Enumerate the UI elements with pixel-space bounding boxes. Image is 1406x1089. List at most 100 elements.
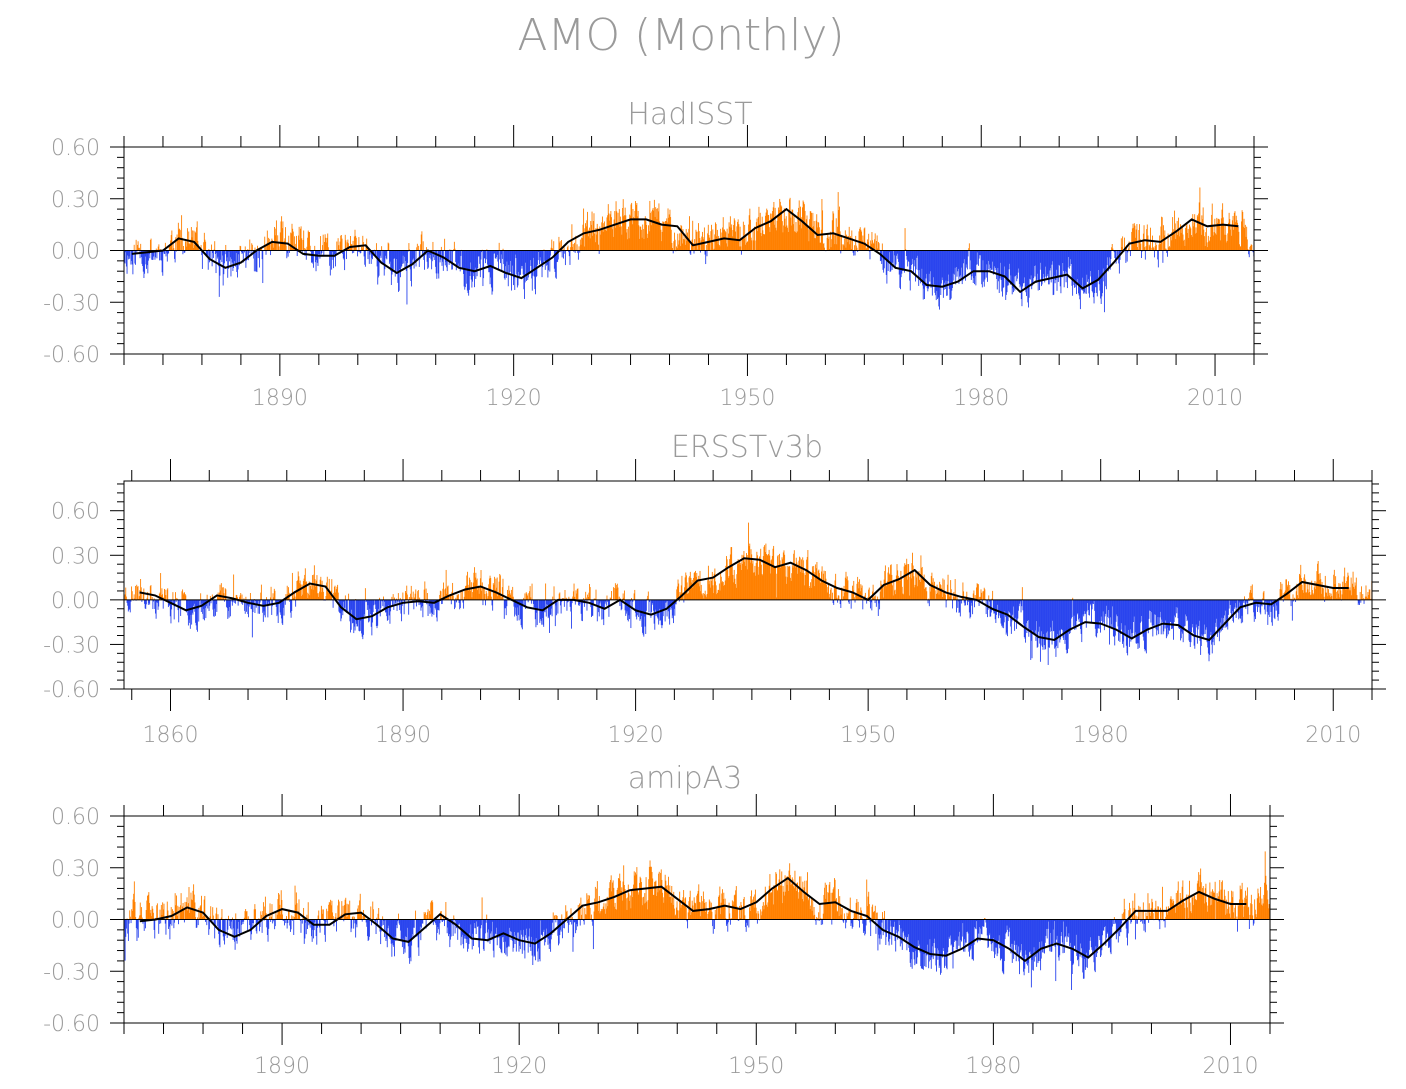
anomaly-bar bbox=[677, 244, 679, 251]
anomaly-bar bbox=[874, 599, 876, 604]
anomaly-bar bbox=[957, 599, 959, 608]
anomaly-bar bbox=[898, 250, 900, 262]
anomaly-bar bbox=[193, 884, 195, 920]
anomaly-bar bbox=[612, 880, 614, 920]
anomaly-bar bbox=[595, 589, 597, 600]
anomaly-bar bbox=[1208, 599, 1210, 662]
x-tick-label: 1980 bbox=[953, 386, 1009, 411]
anomaly-bar bbox=[595, 228, 597, 251]
anomaly-bar bbox=[546, 919, 548, 938]
anomaly-bar bbox=[148, 599, 150, 603]
anomaly-bar bbox=[1032, 599, 1034, 633]
anomaly-bar bbox=[1246, 599, 1247, 602]
anomaly-bar bbox=[704, 902, 706, 920]
anomaly-bar bbox=[1046, 250, 1048, 276]
anomaly-bar bbox=[240, 250, 242, 253]
anomaly-bar bbox=[1142, 241, 1144, 251]
anomaly-bar bbox=[917, 573, 919, 600]
anomaly-bar bbox=[398, 919, 400, 924]
anomaly-bar bbox=[401, 250, 403, 267]
anomaly-bar bbox=[987, 599, 989, 610]
anomaly-bar bbox=[467, 584, 469, 600]
anomaly-bar bbox=[282, 914, 283, 920]
anomaly-bar bbox=[1034, 599, 1036, 636]
anomaly-bar bbox=[1246, 239, 1248, 251]
anomaly-bar bbox=[131, 591, 133, 600]
anomaly-bar bbox=[980, 250, 982, 272]
anomaly-bar bbox=[212, 250, 214, 258]
anomaly-bar bbox=[1340, 590, 1342, 600]
anomaly-bar bbox=[515, 919, 517, 936]
anomaly-bar bbox=[1061, 599, 1063, 629]
anomaly-bar bbox=[257, 250, 259, 259]
anomaly-bar bbox=[725, 918, 727, 920]
anomaly-bar bbox=[1218, 218, 1220, 251]
anomaly-bar bbox=[1270, 599, 1272, 612]
anomaly-bar bbox=[748, 919, 750, 928]
anomaly-bar bbox=[410, 593, 412, 600]
monthly-anomaly-bars bbox=[124, 522, 1373, 665]
anomaly-bar bbox=[914, 584, 916, 600]
anomaly-bar bbox=[355, 919, 357, 925]
anomaly-bar bbox=[581, 599, 583, 621]
monthly-anomaly-bars bbox=[124, 187, 1255, 313]
anomaly-bar bbox=[603, 221, 605, 251]
anomaly-bar bbox=[1311, 590, 1313, 600]
anomaly-bar bbox=[981, 592, 983, 600]
anomaly-bar bbox=[800, 206, 801, 251]
anomaly-bar bbox=[220, 583, 222, 600]
anomaly-bar bbox=[800, 228, 802, 251]
anomaly-bar bbox=[760, 232, 762, 251]
anomaly-bar bbox=[600, 234, 601, 251]
anomaly-bar bbox=[535, 250, 537, 278]
anomaly-bar bbox=[1302, 590, 1304, 600]
anomaly-bar bbox=[335, 250, 336, 267]
anomaly-bar bbox=[1117, 599, 1119, 627]
anomaly-bar bbox=[1207, 247, 1209, 251]
anomaly-bar bbox=[662, 897, 664, 920]
anomaly-bar bbox=[797, 882, 799, 920]
anomaly-bar bbox=[1052, 250, 1053, 262]
anomaly-bar bbox=[474, 250, 476, 268]
anomaly-bar bbox=[934, 250, 936, 293]
anomaly-bar bbox=[149, 902, 150, 920]
anomaly-bar bbox=[646, 909, 648, 920]
anomaly-bar bbox=[798, 200, 800, 251]
anomaly-bar bbox=[229, 250, 231, 258]
anomaly-bar bbox=[984, 250, 986, 280]
anomaly-bar bbox=[760, 909, 762, 920]
anomaly-bar bbox=[629, 599, 631, 620]
anomaly-bar bbox=[881, 243, 883, 251]
anomaly-bar bbox=[882, 250, 884, 270]
anomaly-bar bbox=[544, 919, 546, 943]
anomaly-bar bbox=[773, 545, 775, 600]
anomaly-bar bbox=[962, 582, 964, 600]
anomaly-bar bbox=[1204, 246, 1206, 251]
anomaly-bar bbox=[479, 587, 481, 600]
anomaly-bar bbox=[408, 243, 410, 251]
anomaly-bar bbox=[141, 907, 143, 920]
anomaly-bar bbox=[1263, 590, 1265, 600]
anomaly-bar bbox=[478, 919, 480, 948]
anomaly-bar bbox=[1085, 599, 1087, 614]
anomaly-bar bbox=[365, 245, 367, 251]
anomaly-bar bbox=[683, 599, 685, 603]
anomaly-bar bbox=[1196, 232, 1198, 251]
anomaly-bar bbox=[764, 552, 766, 600]
anomaly-bar bbox=[1142, 233, 1144, 251]
anomaly-bar bbox=[322, 913, 324, 920]
anomaly-bar bbox=[160, 250, 162, 261]
anomaly-bar bbox=[522, 250, 523, 266]
anomaly-bar bbox=[758, 556, 760, 600]
anomaly-bar bbox=[642, 229, 644, 251]
anomaly-bar bbox=[378, 599, 380, 612]
anomaly-bar bbox=[168, 250, 170, 254]
anomaly-bar bbox=[382, 916, 384, 920]
anomaly-bar bbox=[792, 224, 794, 251]
anomaly-bar bbox=[178, 919, 179, 925]
anomaly-bar bbox=[1337, 590, 1339, 600]
anomaly-bar bbox=[370, 250, 372, 264]
anomaly-bar bbox=[1229, 599, 1231, 605]
anomaly-bar bbox=[648, 879, 650, 920]
